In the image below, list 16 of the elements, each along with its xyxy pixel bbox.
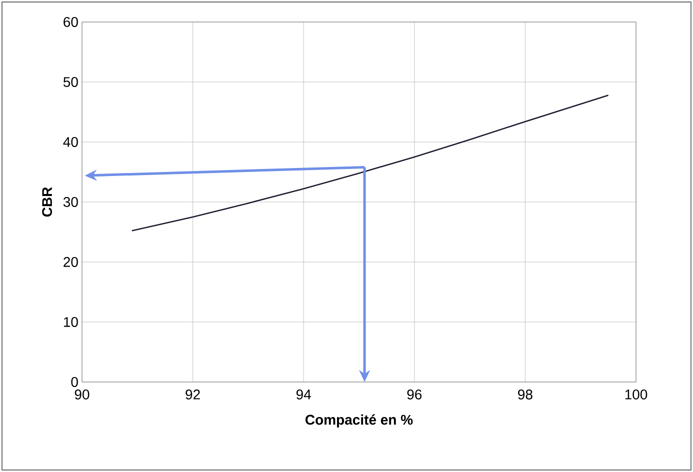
y-tick-label: 50 (63, 77, 78, 87)
y-axis-title: CBR (42, 187, 52, 217)
x-tick-label: 100 (625, 390, 648, 400)
x-tick-label: 96 (407, 390, 422, 400)
y-tick-label: 10 (64, 317, 78, 327)
y-tick-label: 60 (64, 17, 78, 27)
x-axis-title: Compacité en % (306, 414, 413, 428)
x-tick-label: 94 (296, 390, 311, 400)
y-tick-label: 40 (63, 137, 78, 147)
x-tick-label: 90 (74, 390, 90, 400)
y-tick-label: 20 (64, 257, 78, 267)
y-tick-label: 0 (71, 377, 78, 387)
x-tick-label: 92 (186, 390, 200, 400)
x-tick-label: 98 (518, 390, 532, 400)
line-series (131, 94, 609, 232)
y-tick-label: 30 (63, 197, 78, 207)
